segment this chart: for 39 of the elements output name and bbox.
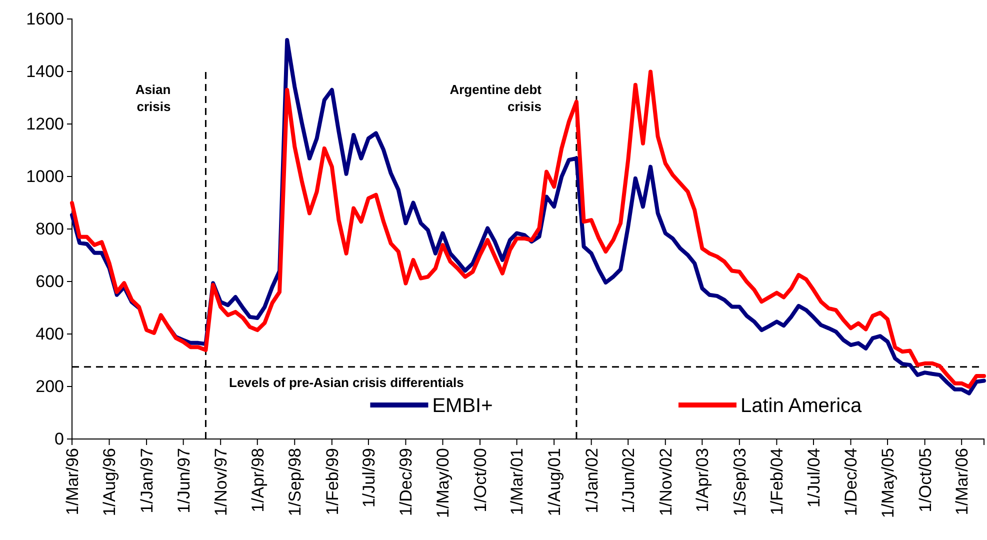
ref-line-label: Levels of pre-Asian crisis differentials — [229, 374, 464, 390]
x-tick-label: 1/Mar/06 — [952, 448, 972, 516]
x-tick-label: 1/Feb/99 — [322, 448, 342, 516]
x-tick-label: 1/Sep/03 — [730, 448, 750, 516]
x-tick-label: 1/Sep/98 — [286, 448, 305, 516]
x-tick-label: 1/Nov/02 — [656, 448, 676, 516]
y-tick-label: 400 — [36, 324, 64, 344]
y-tick-label: 0 — [54, 429, 64, 448]
x-tick-label: 1/Jan/02 — [582, 448, 602, 514]
legend-label: Latin America — [740, 395, 863, 417]
x-tick-label: 1/May/00 — [434, 448, 453, 518]
x-tick-label: 1/Jul/99 — [359, 448, 378, 508]
x-tick-label: 1/Jun/02 — [619, 448, 638, 514]
y-tick-label: 200 — [36, 376, 64, 396]
legend-label: EMBI+ — [432, 395, 493, 417]
ref-line-label: Asian crisis — [135, 82, 171, 114]
x-tick-label: 1/Jun/97 — [174, 448, 194, 514]
y-tick-label: 1400 — [26, 62, 64, 81]
y-tick-label: 1200 — [26, 114, 64, 134]
x-tick-label: 1/Jan/97 — [137, 448, 156, 514]
x-tick-label: 1/Apr/98 — [248, 448, 268, 512]
x-tick-label: 1/Feb/04 — [768, 448, 787, 516]
x-tick-label: 1/Oct/00 — [470, 448, 490, 512]
x-tick-label: 1/Oct/05 — [916, 448, 935, 512]
y-tick-label: 1600 — [26, 9, 64, 28]
x-tick-label: 1/Dec/99 — [396, 448, 416, 516]
x-tick-label: 1/Apr/03 — [693, 448, 712, 512]
x-tick-label: 1/Mar/01 — [508, 448, 527, 516]
ref-line-label: Argentine debt crisis — [450, 82, 542, 114]
x-tick-label: 1/Aug/01 — [545, 448, 564, 516]
x-tick-label: 1/Jul/04 — [804, 448, 824, 508]
x-tick-label: 1/May/05 — [878, 448, 898, 518]
y-tick-label: 800 — [36, 219, 64, 238]
y-tick-label: 600 — [36, 272, 64, 291]
x-tick-label: 1/Aug/96 — [100, 448, 120, 516]
y-tick-label: 1000 — [26, 166, 64, 186]
x-tick-label: 1/Mar/96 — [62, 448, 82, 516]
x-tick-label: 1/Nov/97 — [212, 448, 231, 516]
x-tick-label: 1/Dec/04 — [842, 448, 861, 516]
